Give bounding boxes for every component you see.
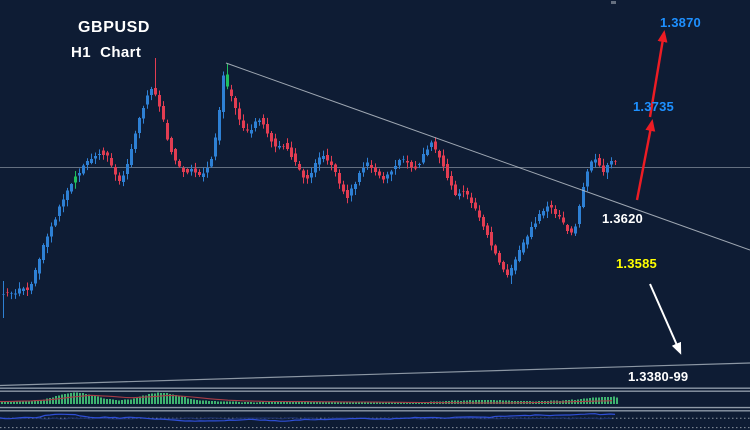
oscillator-indicator: [0, 413, 750, 429]
candles: [2, 58, 617, 318]
price-label-breakout: 1.3620: [602, 211, 643, 226]
trendlines: [0, 62, 750, 387]
projection-arrows: [635, 30, 682, 355]
bull-projection-arrow-2: [648, 30, 668, 118]
price-label-zone: 1.3380-99: [628, 369, 689, 384]
object-anchor-mark: [611, 1, 616, 4]
bull-projection-arrow-1: [635, 119, 656, 201]
symbol-title: GBPUSD: [78, 19, 151, 36]
panel-separators: [0, 387, 750, 412]
bear-projection-arrow: [649, 283, 682, 355]
price-label-upper-target: 1.3870: [660, 15, 701, 30]
timeframe-title: H1 Chart: [71, 44, 142, 61]
price-label-mid-target: 1.3735: [633, 99, 674, 114]
price-label-support: 1.3585: [616, 256, 657, 271]
macd-indicator: [0, 392, 618, 404]
